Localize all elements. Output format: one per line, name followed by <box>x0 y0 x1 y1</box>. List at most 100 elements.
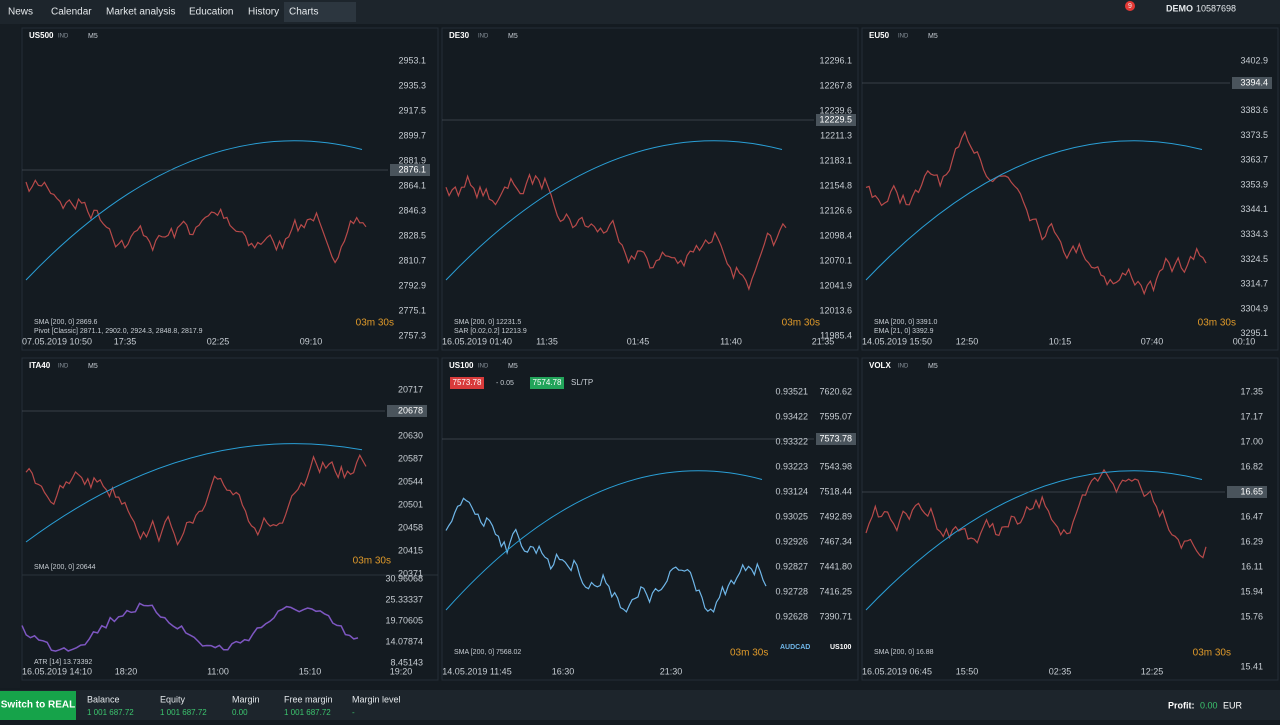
price-label: 12013.6 <box>819 305 852 315</box>
nav-tab[interactable]: News <box>8 7 33 18</box>
price-label: 7441.80 <box>819 561 852 571</box>
price-label: 7543.98 <box>819 461 852 471</box>
price-label: 12211.3 <box>820 130 852 140</box>
profit: 0.00 <box>1200 700 1218 710</box>
indicator: SMA [200, 0] 2869.6 <box>34 319 98 326</box>
time-label: 18:20 <box>115 666 138 676</box>
nav-tab[interactable]: Education <box>189 7 233 18</box>
time-label: 16.05.2019 14:10 <box>22 666 92 676</box>
overlay-price: 0.93521 <box>775 386 808 396</box>
indicator: ATR [14] 13.73392 <box>34 659 92 666</box>
top-bar <box>0 0 1280 24</box>
symbol: DE30 <box>449 31 470 40</box>
price-label: 3344.1 <box>1240 204 1268 214</box>
field-label: Balance <box>87 694 120 704</box>
nav-tab[interactable]: Calendar <box>51 7 92 18</box>
notification-count: 9 <box>1128 3 1132 10</box>
field-label: Equity <box>160 694 186 704</box>
current-price: 16.65 <box>1240 486 1263 496</box>
indicator: EMA [21, 0] 3392.9 <box>874 328 934 335</box>
badge: IND <box>898 34 909 40</box>
switch-label[interactable]: Switch to REAL <box>1 700 75 711</box>
nav-tab[interactable]: Charts <box>289 7 318 18</box>
timeframe: M5 <box>508 363 518 370</box>
price-label: 12296.1 <box>819 55 852 65</box>
time-label: 16.05.2019 01:40 <box>442 336 512 346</box>
ma-line <box>25 140 363 281</box>
toolbar <box>0 24 20 688</box>
indicator: SMA [200, 0] 12231.5 <box>454 319 521 326</box>
time-label: 11:00 <box>207 666 229 676</box>
price-label: 3383.6 <box>1240 105 1268 115</box>
price-label: 2935.3 <box>398 80 426 90</box>
price-label: 20717 <box>398 384 423 394</box>
nav-tab[interactable]: History <box>248 7 279 18</box>
price-label: 12183.1 <box>819 155 852 165</box>
time-label: 12:25 <box>1141 666 1164 676</box>
field-label: Margin level <box>352 694 401 704</box>
timer: 03m 30s <box>1198 318 1236 329</box>
field-value: 0.00 <box>232 708 248 717</box>
buy-button[interactable] <box>530 377 564 389</box>
price-label: 20630 <box>398 430 423 440</box>
badge: IND <box>478 34 489 40</box>
atr-label: 14.07874 <box>385 636 423 646</box>
badge: IND <box>58 34 69 40</box>
overlay-price: 0.92728 <box>775 586 808 596</box>
price-label: 3373.5 <box>1240 130 1268 140</box>
current-price: 2876.1 <box>398 164 426 174</box>
time-label: 19:20 <box>390 666 413 676</box>
price-label: 17.17 <box>1240 411 1263 421</box>
sltp[interactable]: SL/TP <box>571 378 593 387</box>
price-label: 2792.9 <box>398 280 426 290</box>
price-label: 2828.5 <box>398 230 426 240</box>
badge: IND <box>478 364 489 370</box>
price-line <box>25 453 367 546</box>
ma-line <box>25 443 363 543</box>
price-line <box>445 172 787 292</box>
overlay-price: 0.93322 <box>775 436 808 446</box>
price-line <box>865 130 1207 296</box>
timeframe: M5 <box>928 363 938 370</box>
time-label: 00:10 <box>1233 336 1256 346</box>
price-label: 16.11 <box>1241 561 1263 571</box>
current-price-box <box>1227 486 1267 498</box>
symbol: US500 <box>29 31 54 40</box>
time-label: 02:35 <box>1049 666 1072 676</box>
price-label: 12267.8 <box>819 80 852 90</box>
buy-price: 7574.78 <box>533 378 562 387</box>
current-price: 7573.78 <box>819 433 852 443</box>
field-value: 1 001 687.72 <box>87 708 134 717</box>
price-label: 7518.44 <box>819 486 852 496</box>
time-label: 21:30 <box>660 666 683 676</box>
overlay-price: 0.92926 <box>775 536 808 546</box>
time-label: 11:40 <box>720 336 742 346</box>
badge: IND <box>58 364 69 370</box>
price-label: 3334.3 <box>1240 229 1268 239</box>
price-line <box>25 179 367 264</box>
indicator: Pivot [Classic] 2871.1, 2902.0, 2924.3, … <box>34 328 203 335</box>
price-label: 3324.5 <box>1240 254 1268 264</box>
active-tab <box>284 2 356 22</box>
overlay-price: 0.93422 <box>775 411 808 421</box>
sell-button[interactable] <box>450 377 484 389</box>
timer: 03m 30s <box>730 648 768 659</box>
footer-bar <box>0 690 1280 720</box>
nav: News Calendar Market analysis Education Hist… <box>8 3 1236 18</box>
legend-entry: US100 <box>830 644 852 651</box>
symbol: US100 <box>449 361 474 370</box>
time-label: 07:40 <box>1141 336 1164 346</box>
currency: EUR <box>1223 700 1243 710</box>
price-label: 16.82 <box>1240 461 1263 471</box>
price-label: 20458 <box>398 522 423 532</box>
switch-button[interactable] <box>0 691 76 720</box>
footer: Switch to REAL Balance 1 001 687.72 Equity 1… <box>1 694 1243 717</box>
price-label: 3353.9 <box>1240 179 1268 189</box>
chart-panel <box>441 27 859 351</box>
nav-tab[interactable]: Market analysis <box>106 7 175 18</box>
time-label: 07.05.2019 10:50 <box>22 336 92 346</box>
current-price: 3394.4 <box>1240 77 1268 87</box>
price-label: 2953.1 <box>398 55 426 65</box>
